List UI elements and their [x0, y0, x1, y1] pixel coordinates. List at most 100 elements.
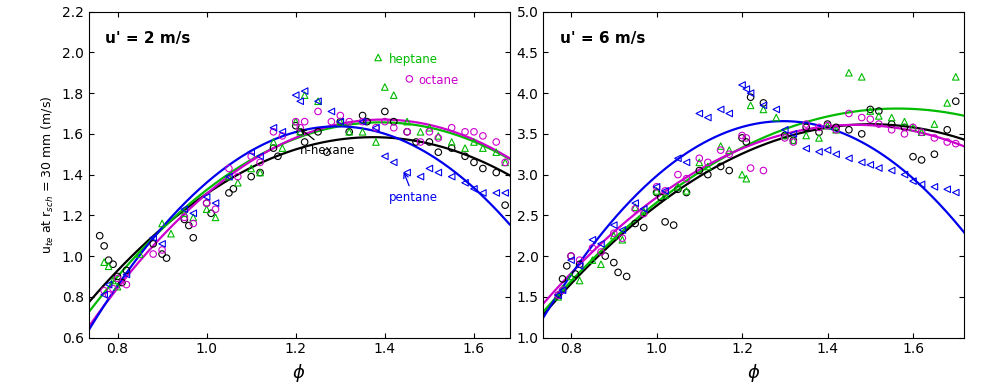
Point [292, 125, 308, 131]
Point [829, 124, 844, 130]
Point [820, 123, 835, 129]
Point [555, 276, 571, 282]
Point [118, 271, 134, 277]
Point [199, 200, 215, 206]
Point [811, 129, 827, 135]
Point [927, 151, 943, 158]
Point [896, 131, 912, 137]
Point [118, 282, 134, 288]
Point [400, 119, 415, 125]
Point [559, 263, 575, 269]
Point [670, 155, 686, 161]
Point [777, 132, 793, 139]
Point [905, 124, 921, 130]
Point [208, 200, 223, 206]
Point [648, 188, 664, 194]
X-axis label: $\phi$: $\phi$ [292, 362, 306, 384]
Point [871, 121, 887, 127]
Point [798, 146, 814, 152]
Point [266, 129, 281, 135]
Point [896, 171, 912, 178]
Point [670, 171, 686, 178]
Point [475, 133, 491, 139]
Point [948, 74, 963, 80]
Point [252, 159, 268, 165]
Point [927, 184, 943, 190]
Point [400, 129, 415, 135]
Point [597, 253, 613, 259]
Point [105, 261, 121, 267]
Point [811, 149, 827, 155]
Point [670, 186, 686, 192]
Point [896, 124, 912, 130]
Point [444, 125, 460, 131]
Point [940, 139, 955, 145]
Point [266, 125, 281, 131]
Point [475, 165, 491, 171]
Point [811, 124, 827, 130]
Point [333, 119, 348, 125]
Point [275, 145, 290, 151]
Point [292, 98, 308, 104]
Point [176, 206, 192, 212]
Point [430, 135, 446, 141]
Point [444, 145, 460, 151]
Text: heptane: heptane [390, 53, 438, 66]
Point [154, 251, 170, 257]
Point [221, 173, 237, 180]
Point [692, 155, 707, 161]
Point [310, 98, 326, 104]
Point [105, 277, 121, 284]
Point [109, 275, 125, 282]
Point [458, 145, 473, 151]
Point [204, 210, 219, 217]
Point [657, 188, 673, 194]
Point [738, 139, 754, 145]
Point [679, 189, 695, 196]
Point [475, 145, 491, 151]
Point [743, 90, 759, 96]
Text: octane: octane [418, 74, 459, 87]
Point [154, 241, 170, 247]
Point [266, 145, 281, 151]
Point [154, 220, 170, 227]
Point [368, 125, 384, 131]
Point [820, 147, 835, 153]
Point [370, 54, 386, 61]
Point [593, 261, 609, 267]
Point [628, 220, 644, 227]
Point [628, 206, 644, 212]
Point [96, 259, 112, 265]
Point [700, 171, 715, 178]
Point [176, 210, 192, 217]
Point [243, 149, 259, 155]
Point [421, 139, 437, 145]
Point [100, 282, 116, 288]
Point [341, 129, 357, 135]
Point [841, 126, 857, 133]
Point [721, 110, 737, 116]
Point [568, 271, 584, 277]
Point [297, 92, 313, 98]
Point [297, 119, 313, 125]
Point [829, 126, 844, 133]
Point [146, 251, 161, 257]
Point [118, 267, 134, 274]
Point [563, 253, 579, 259]
Point [854, 159, 870, 166]
Point [657, 188, 673, 194]
Point [721, 151, 737, 158]
Point [208, 214, 223, 220]
Point [692, 168, 707, 174]
Point [146, 235, 161, 241]
Point [743, 165, 759, 171]
Point [488, 170, 504, 176]
Point [700, 163, 715, 170]
Point [914, 129, 930, 135]
Point [550, 292, 566, 298]
Point [884, 121, 899, 127]
Point [497, 190, 513, 196]
Point [421, 165, 437, 171]
Point [820, 121, 835, 127]
Point [297, 88, 313, 94]
